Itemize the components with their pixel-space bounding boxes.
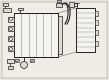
- Circle shape: [9, 28, 13, 30]
- Bar: [95, 11, 98, 16]
- Bar: [95, 41, 98, 46]
- Bar: [76, 8, 95, 52]
- Bar: [8, 46, 14, 51]
- Bar: [8, 26, 14, 31]
- Circle shape: [9, 18, 13, 20]
- Bar: [8, 66, 13, 69]
- Bar: [18, 8, 23, 10]
- Circle shape: [9, 48, 13, 50]
- Bar: [95, 30, 98, 35]
- Bar: [69, 2, 74, 7]
- Bar: [56, 3, 62, 7]
- Bar: [8, 17, 14, 22]
- Bar: [3, 8, 11, 12]
- Bar: [15, 59, 19, 62]
- Bar: [3, 3, 8, 6]
- Bar: [14, 13, 58, 57]
- Circle shape: [9, 38, 13, 40]
- Bar: [7, 59, 14, 63]
- Bar: [30, 59, 34, 62]
- Circle shape: [20, 62, 27, 68]
- Circle shape: [16, 59, 18, 62]
- Bar: [57, 0, 61, 2]
- Bar: [74, 3, 77, 6]
- Circle shape: [31, 59, 33, 62]
- Bar: [95, 20, 98, 25]
- Bar: [8, 36, 14, 41]
- Bar: [58, 16, 62, 54]
